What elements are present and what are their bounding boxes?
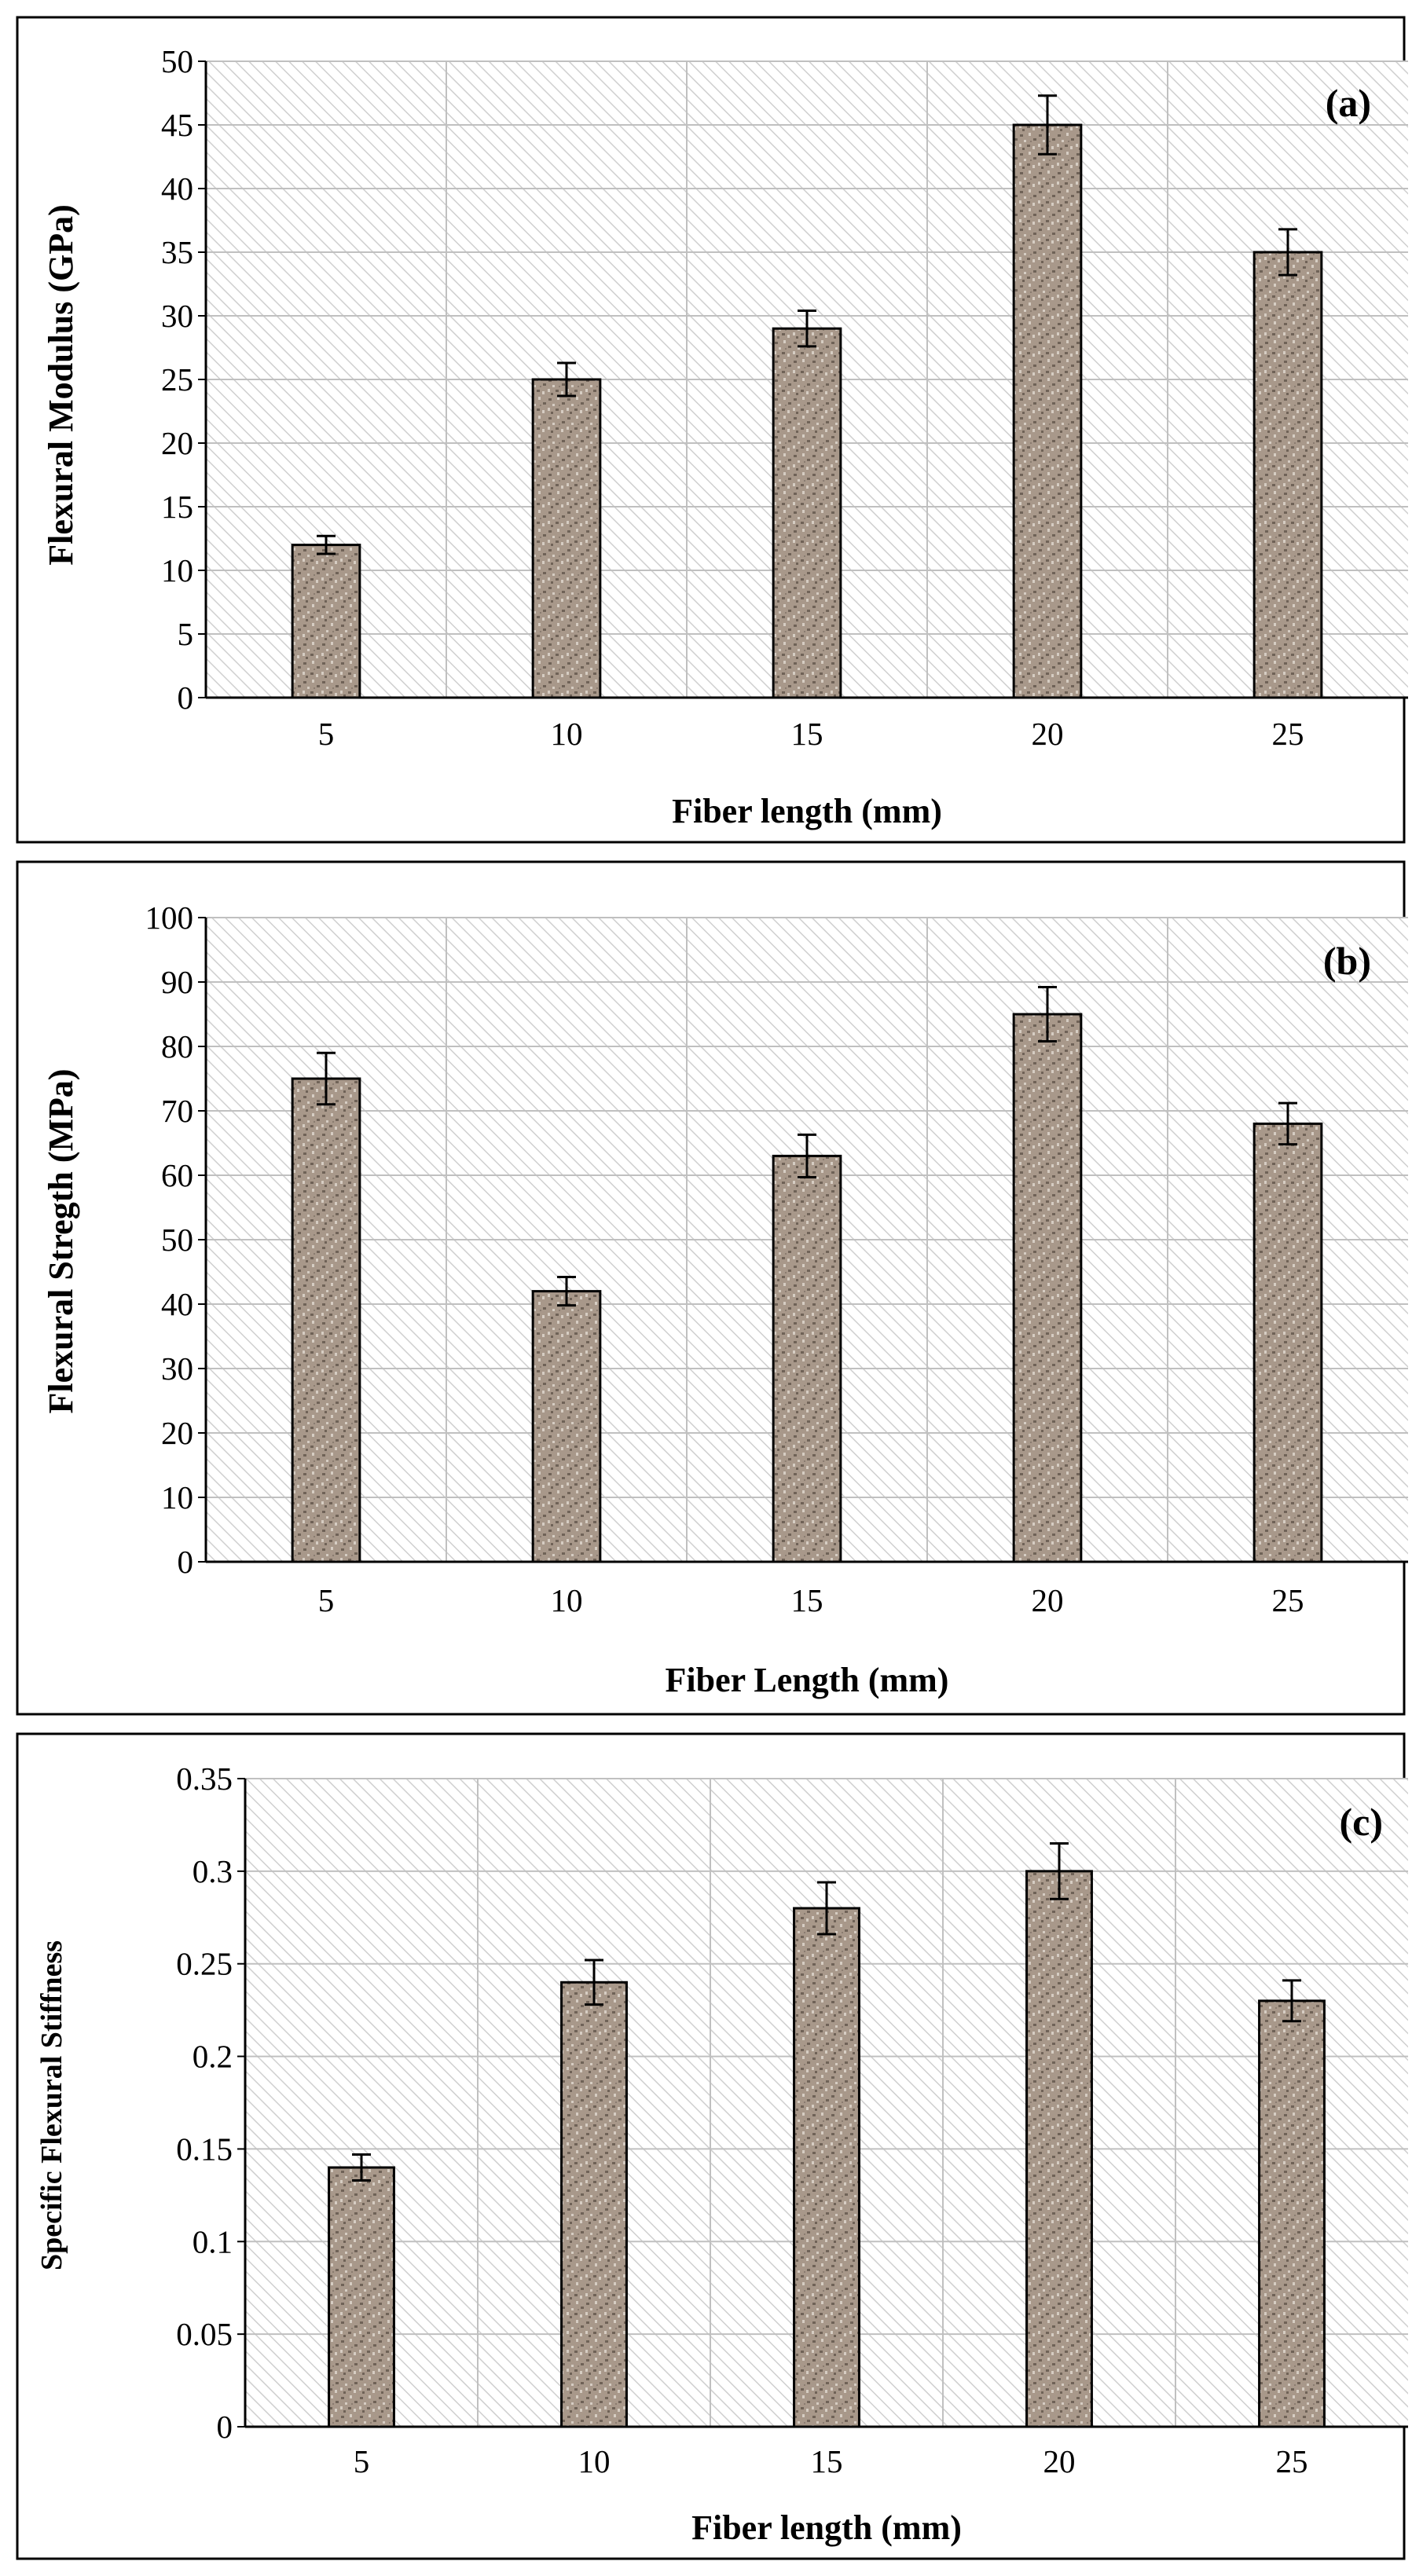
y-axis-label: Flexural Modulus (GPa) <box>42 204 80 566</box>
bar <box>1252 251 1323 699</box>
bar <box>1252 1122 1323 1563</box>
y-tick-label: 0 <box>178 680 194 716</box>
x-tick-label: 15 <box>791 1582 823 1618</box>
x-tick-label: 10 <box>551 1582 583 1618</box>
chart-panel: 0 0.05 0.1 0.15 0.2 0.25 0.3 0.35 5 10 15 20 25 Fiber… <box>16 1732 1408 2560</box>
y-tick-label: 0.15 <box>176 2131 233 2167</box>
panel-label: (c) <box>1340 1800 1384 1844</box>
y-tick-label: 40 <box>161 170 193 207</box>
y-tick-label: 50 <box>161 43 193 79</box>
y-tick-label: 50 <box>161 1222 193 1258</box>
y-tick-label: 0 <box>178 1544 194 1580</box>
bar <box>1012 123 1083 699</box>
x-tick-label: 20 <box>1043 2443 1076 2479</box>
bar <box>531 378 602 699</box>
x-tick-label: 25 <box>1272 1582 1304 1618</box>
y-axis-label: Specific Flexural Stiffness <box>35 1940 68 2270</box>
y-tick-label: 10 <box>161 552 193 588</box>
y-tick-label: 0.05 <box>176 2316 233 2352</box>
y-tick-label: 45 <box>161 107 193 143</box>
y-tick-label: 0.3 <box>193 1853 233 1889</box>
bar <box>560 1981 628 2428</box>
bar <box>793 1907 860 2428</box>
y-tick-label: 100 <box>145 900 194 936</box>
bar <box>328 2166 395 2428</box>
y-tick-label: 60 <box>161 1157 193 1193</box>
y-tick-label: 5 <box>178 616 194 652</box>
y-tick-label: 70 <box>161 1093 193 1129</box>
x-tick-label: 10 <box>551 716 583 752</box>
x-tick-label: 20 <box>1032 1582 1064 1618</box>
x-tick-label: 20 <box>1032 716 1064 752</box>
bar <box>1258 1999 1326 2428</box>
y-tick-label: 10 <box>161 1479 193 1515</box>
y-tick-label: 30 <box>161 298 193 334</box>
x-tick-label: 25 <box>1272 716 1304 752</box>
bar <box>1012 1013 1083 1563</box>
y-tick-label: 0.35 <box>176 1761 233 1797</box>
x-tick-label: 5 <box>318 1582 335 1618</box>
x-tick-label: 15 <box>811 2443 843 2479</box>
bar <box>772 327 842 699</box>
panel-label: (b) <box>1323 939 1371 983</box>
bar <box>531 1290 602 1563</box>
y-tick-label: 0.1 <box>193 2223 233 2259</box>
x-tick-label: 10 <box>578 2443 611 2479</box>
y-tick-label: 30 <box>161 1350 193 1387</box>
y-tick-label: 0.2 <box>193 2039 233 2075</box>
y-tick-label: 0.25 <box>176 1946 233 1982</box>
x-axis-label: Fiber Length (mm) <box>666 1661 949 1699</box>
bar <box>291 1077 361 1563</box>
y-tick-label: 35 <box>161 234 193 270</box>
y-tick-label: 80 <box>161 1028 193 1064</box>
bar <box>1025 1870 1093 2428</box>
x-tick-label: 5 <box>318 716 335 752</box>
y-tick-label: 20 <box>161 1415 193 1451</box>
y-tick-label: 40 <box>161 1286 193 1322</box>
x-tick-label: 5 <box>354 2443 370 2479</box>
bar <box>772 1154 842 1563</box>
chart-panel: 0 10 20 30 40 50 60 70 80 90 100 5 10 15 20 25 Fiber Len… <box>16 860 1408 1716</box>
x-tick-label: 25 <box>1276 2443 1308 2479</box>
y-axis-label: Flexural Stregth (MPa) <box>42 1068 80 1413</box>
y-tick-label: 0 <box>217 2409 233 2445</box>
y-tick-label: 25 <box>161 361 193 398</box>
x-axis-label: Fiber length (mm) <box>691 2508 962 2547</box>
y-tick-label: 90 <box>161 964 193 1000</box>
y-tick-label: 15 <box>161 489 193 525</box>
x-axis-label: Fiber length (mm) <box>672 792 942 830</box>
bar <box>291 544 361 699</box>
x-tick-label: 15 <box>791 716 823 752</box>
panel-label: (a) <box>1326 81 1371 125</box>
chart-panel: 0 5 10 15 20 25 30 35 40 45 50 5 10 15 20 25 Fiber lengt… <box>16 16 1408 844</box>
y-tick-label: 20 <box>161 425 193 461</box>
